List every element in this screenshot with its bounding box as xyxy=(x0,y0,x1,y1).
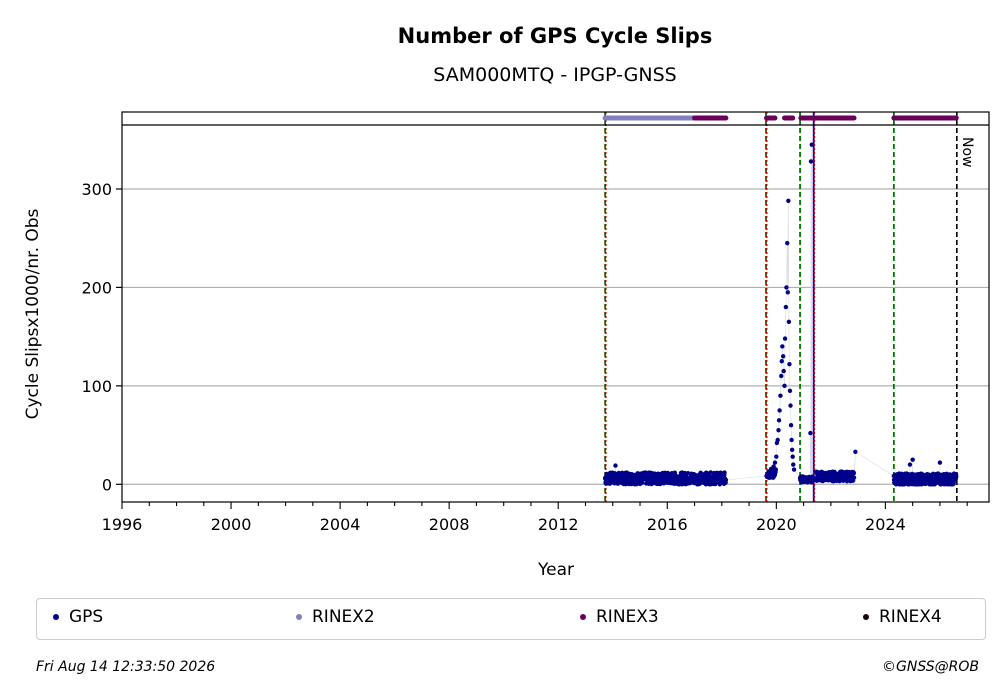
gps-data-point xyxy=(779,359,784,364)
gps-data-point xyxy=(951,479,956,485)
gps-data-point xyxy=(786,198,791,203)
chart-title: Number of GPS Cycle Slips xyxy=(398,24,713,48)
gps-data-point xyxy=(782,336,788,341)
gps-data-point xyxy=(787,388,793,393)
gps-data-point xyxy=(789,437,794,443)
gps-data-point xyxy=(808,159,814,164)
gps-data-point xyxy=(853,449,858,454)
gps-data-point xyxy=(777,408,782,413)
gps-data-point xyxy=(779,373,784,379)
gps-data-point xyxy=(772,460,778,465)
gps-data-point xyxy=(786,319,792,325)
x-tick-label: 2012 xyxy=(538,515,579,534)
gps-data-point xyxy=(788,423,794,428)
x-axis-label: Year xyxy=(537,560,574,580)
gps-data-point xyxy=(937,460,943,465)
gps-data-point xyxy=(808,430,813,436)
y-tick-label: 300 xyxy=(81,180,112,199)
gps-data-point xyxy=(775,437,780,443)
gps-data-point xyxy=(773,467,778,472)
y-axis-label: Cycle Slipsx1000/nr. Obs xyxy=(23,208,43,419)
x-tick-label: 2000 xyxy=(211,515,252,534)
gps-data-point xyxy=(774,454,779,459)
x-tick-label: 2008 xyxy=(429,515,470,534)
legend-label-gps: GPS xyxy=(69,607,104,627)
gps-data-point xyxy=(791,467,797,472)
gps-data-point xyxy=(851,471,857,476)
gps-data-point xyxy=(613,463,618,468)
y-tick-label: 200 xyxy=(81,278,112,297)
now-label: Now xyxy=(959,137,975,168)
y-tick-label: 100 xyxy=(81,377,112,396)
legend-item-rinex2: RINEX2 xyxy=(296,607,375,627)
footer-timestamp: Fri Aug 14 12:33:50 2026 xyxy=(36,659,216,675)
gps-data-point xyxy=(784,285,789,290)
gps-data-point xyxy=(809,142,814,147)
gps-data-point xyxy=(708,470,713,475)
gps-data-point xyxy=(776,418,782,423)
legend-label-rinex3: RINEX3 xyxy=(596,607,659,627)
gps-data-point xyxy=(787,361,792,367)
gps-data-point xyxy=(639,480,645,486)
footer-copyright: ©GNSS@ROB xyxy=(882,659,979,675)
x-tick-label: 2020 xyxy=(756,515,797,534)
x-tick-label: 2016 xyxy=(647,515,688,534)
gps-data-point xyxy=(954,474,959,479)
gps-data-point xyxy=(783,304,789,310)
gps-data-point xyxy=(782,383,787,389)
plot-frame xyxy=(121,111,990,503)
gps-data-point xyxy=(907,462,913,467)
gps-data-point xyxy=(788,403,793,408)
legend-label-rinex4: RINEX4 xyxy=(879,607,942,627)
x-tick-label: 2004 xyxy=(320,515,361,534)
gps-data-point xyxy=(791,462,796,467)
legend-item-rinex3: RINEX3 xyxy=(580,607,659,627)
gps-data-point xyxy=(781,368,786,374)
gps-data-point xyxy=(790,454,795,459)
gps-data-point xyxy=(723,477,729,483)
x-tick-label: 2024 xyxy=(865,515,906,534)
legend-item-gps: GPS xyxy=(53,607,103,627)
legend-marker-gps xyxy=(53,614,59,620)
gps-data-point xyxy=(780,354,786,359)
gps-data-point xyxy=(780,344,785,349)
gps-data-point xyxy=(785,240,790,246)
gps-data-point xyxy=(776,427,781,433)
legend-marker-rinex2 xyxy=(296,614,302,620)
legend-label-rinex2: RINEX2 xyxy=(312,607,375,627)
y-tick-label: 0 xyxy=(102,475,112,494)
gps-data-point xyxy=(778,393,783,398)
legend: GPS RINEX2 RINEX3 RINEX4 xyxy=(36,598,986,640)
gps-data-point xyxy=(910,457,915,462)
gps-data-point xyxy=(785,290,790,295)
x-tick-label: 1996 xyxy=(102,515,143,534)
legend-marker-rinex3 xyxy=(580,614,586,620)
chart-subtitle: SAM000MTQ - IPGP-GNSS xyxy=(433,64,676,86)
gps-data-point xyxy=(722,470,727,475)
gps-data-point xyxy=(789,447,795,453)
legend-item-rinex4: RINEX4 xyxy=(863,607,942,627)
gps-data-point xyxy=(851,475,857,480)
gps-series-line xyxy=(604,144,957,486)
legend-marker-rinex4 xyxy=(863,614,869,620)
